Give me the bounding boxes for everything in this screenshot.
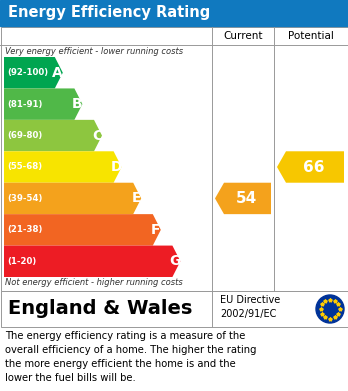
Text: E: E [132, 192, 141, 205]
Text: The energy efficiency rating is a measure of the
overall efficiency of a home. T: The energy efficiency rating is a measur… [5, 331, 256, 383]
Text: 66: 66 [303, 160, 324, 174]
Text: (92-100): (92-100) [7, 68, 48, 77]
Bar [0, 27, 348, 291]
Text: G: G [170, 254, 181, 268]
Text: D: D [111, 160, 122, 174]
Text: England & Wales: England & Wales [8, 300, 192, 319]
Circle shape [316, 295, 344, 323]
Polygon shape [4, 151, 121, 183]
Text: B: B [72, 97, 83, 111]
Text: (69-80): (69-80) [7, 131, 42, 140]
Text: 54: 54 [235, 191, 256, 206]
Text: (1-20): (1-20) [7, 257, 36, 266]
Text: Not energy efficient - higher running costs: Not energy efficient - higher running co… [5, 278, 183, 287]
Text: (81-91): (81-91) [7, 100, 42, 109]
Polygon shape [4, 120, 102, 151]
Polygon shape [4, 57, 63, 88]
Text: F: F [151, 223, 160, 237]
Polygon shape [4, 214, 161, 246]
Text: (21-38): (21-38) [7, 225, 42, 234]
Text: Energy Efficiency Rating: Energy Efficiency Rating [8, 5, 210, 20]
Text: (55-68): (55-68) [7, 163, 42, 172]
Text: Very energy efficient - lower running costs: Very energy efficient - lower running co… [5, 47, 183, 56]
Text: Current: Current [223, 31, 263, 41]
Text: Potential: Potential [287, 31, 333, 41]
Polygon shape [4, 246, 180, 277]
Text: (39-54): (39-54) [7, 194, 42, 203]
Polygon shape [4, 88, 82, 120]
Polygon shape [277, 151, 344, 183]
Text: C: C [92, 129, 102, 143]
Bar [0, 0, 348, 26]
Text: A: A [53, 66, 63, 80]
Polygon shape [215, 183, 271, 214]
Text: EU Directive
2002/91/EC: EU Directive 2002/91/EC [220, 295, 280, 319]
Polygon shape [4, 183, 141, 214]
Bar [0, 291, 348, 327]
